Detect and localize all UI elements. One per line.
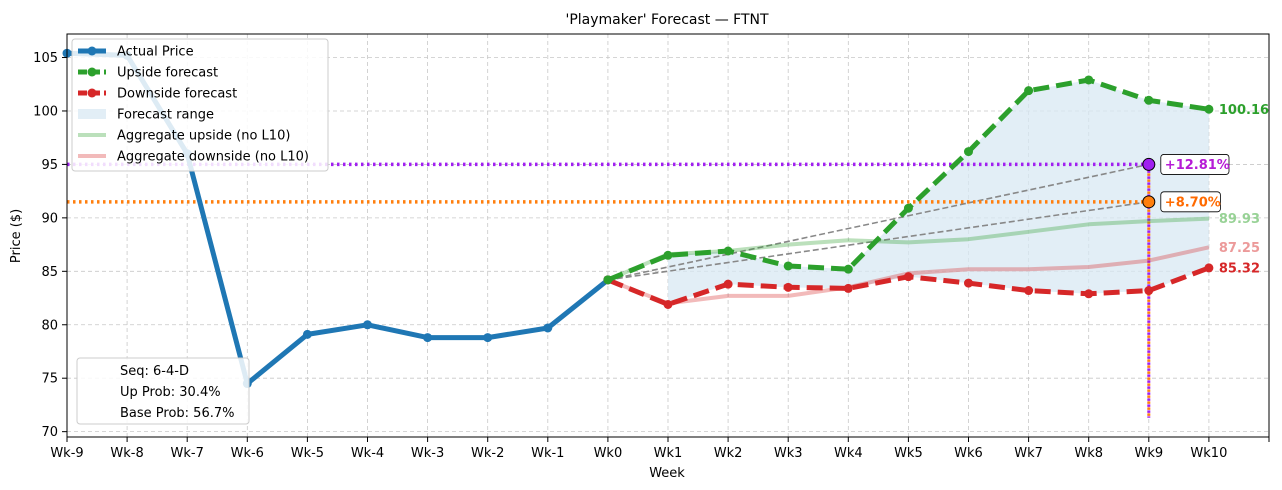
- y-tick-label: 105: [33, 51, 58, 66]
- y-tick-label: 75: [41, 372, 58, 387]
- upside-forecast-point: [783, 261, 793, 271]
- legend-label: Downside forecast: [117, 87, 237, 102]
- x-tick-label: Wk3: [774, 446, 803, 461]
- end-value-label: 87.25: [1219, 241, 1260, 256]
- downside-forecast-point: [903, 272, 913, 282]
- legend-label: Aggregate downside (no L10): [117, 150, 309, 165]
- actual-price-point: [423, 333, 433, 343]
- x-tick-label: Wk6: [954, 446, 983, 461]
- x-tick-label: Wk4: [834, 446, 863, 461]
- legend-box: [71, 38, 329, 172]
- stats-box-frame: [76, 357, 250, 425]
- target-marker: [1142, 195, 1156, 209]
- stats-up-prob: Up Prob: 30.4%: [120, 385, 221, 400]
- downside-forecast-point: [723, 279, 733, 289]
- y-tick-label: 85: [41, 265, 58, 280]
- x-tick-label: Wk-2: [471, 446, 504, 461]
- target-label-box: [1160, 191, 1221, 213]
- trend-line: [607, 163, 1149, 281]
- y-tick-label: 95: [41, 158, 58, 173]
- x-tick-label: Wk-9: [50, 446, 83, 461]
- forecast-range-fill: [668, 79, 1209, 305]
- downside-forecast-point: [663, 299, 673, 309]
- downside-forecast-point: [783, 282, 793, 292]
- stats-seq: Seq: 6-4-D: [120, 364, 189, 379]
- y-tick-label: 100: [33, 104, 58, 119]
- legend-key-marker: [87, 88, 97, 98]
- upside-forecast-point: [1144, 95, 1154, 105]
- x-tick-label: Wk0: [594, 446, 623, 461]
- x-tick-label: Wk-5: [291, 446, 324, 461]
- x-axis-label: Week: [649, 466, 685, 481]
- stats-box: Seq: 6-4-D Up Prob: 30.4% Base Prob: 56.…: [76, 357, 250, 425]
- end-value-label: 89.93: [1219, 212, 1260, 227]
- x-tick-label: Wk-8: [110, 446, 143, 461]
- legend-label: Actual Price: [117, 45, 194, 60]
- legend-label: Upside forecast: [117, 66, 218, 81]
- annotations: +12.81% +8.70% 100.16 89.93 87.25 85.32: [1142, 103, 1269, 276]
- upside-forecast-point: [964, 147, 973, 157]
- upside-forecast-point: [603, 275, 613, 285]
- x-tick-label: Wk5: [894, 446, 923, 461]
- target-label: +8.70%: [1165, 195, 1221, 210]
- x-tick-label: Wk1: [654, 446, 683, 461]
- x-tick-label: Wk2: [714, 446, 743, 461]
- end-value-label: 85.32: [1219, 261, 1260, 276]
- upside-forecast-point: [1204, 104, 1214, 114]
- downside-forecast-point: [843, 283, 853, 293]
- target-marker: [1142, 157, 1156, 171]
- x-tick-label: Wk9: [1134, 446, 1163, 461]
- x-tick-label: Wk10: [1190, 446, 1227, 461]
- y-tick-label: 70: [41, 425, 58, 440]
- target-label: +12.81%: [1165, 158, 1230, 173]
- y-tick-label: 80: [41, 318, 58, 333]
- y-axis: 70 75 80 85 90 95 100 105: [33, 51, 67, 440]
- legend-label: Aggregate upside (no L10): [117, 129, 290, 144]
- legend-key-marker: [87, 67, 97, 77]
- actual-price-point: [302, 329, 312, 339]
- x-tick-label: Wk7: [1014, 446, 1043, 461]
- y-tick-label: 90: [41, 211, 58, 226]
- upside-forecast-point: [903, 203, 913, 213]
- downside-forecast-point: [1024, 286, 1034, 296]
- x-tick-label: Wk-7: [171, 446, 204, 461]
- x-tick-label: Wk-6: [231, 446, 264, 461]
- upside-forecast-point: [843, 264, 853, 274]
- upside-forecast-point: [1084, 75, 1094, 85]
- actual-price-point: [543, 323, 553, 333]
- downside-forecast-point: [964, 278, 973, 288]
- legend-label: Forecast range: [117, 108, 214, 123]
- upside-forecast-point: [663, 250, 673, 260]
- downside-forecast-point: [1144, 286, 1154, 296]
- x-axis: Wk-9 Wk-8 Wk-7 Wk-6 Wk-5 Wk-4 Wk-3 Wk-2 Wk-1 Wk0 W…: [50, 437, 1270, 461]
- legend: Actual Price Upside forecast Downside fore…: [71, 38, 329, 172]
- x-tick-label: Wk8: [1074, 446, 1103, 461]
- legend-key-forecast-range: [78, 109, 106, 119]
- actual-price-point: [483, 333, 493, 343]
- y-axis-label: Price ($): [9, 209, 24, 263]
- end-value-label: 100.16: [1219, 103, 1269, 118]
- chart-title: 'Playmaker' Forecast — FTNT: [565, 12, 769, 28]
- actual-price-point: [363, 320, 372, 330]
- series-lines: [62, 48, 1214, 389]
- stats-base-prob: Base Prob: 56.7%: [120, 406, 234, 421]
- target-label-box: [1160, 154, 1230, 175]
- upside-forecast-point: [1024, 86, 1034, 96]
- forecast-range-area: [668, 79, 1209, 305]
- x-tick-label: Wk-1: [531, 446, 564, 461]
- legend-key-marker: [87, 46, 97, 56]
- downside-forecast-point: [1084, 289, 1094, 299]
- x-tick-label: Wk-4: [351, 446, 384, 461]
- downside-forecast-point: [1204, 263, 1214, 273]
- upside-forecast-point: [723, 246, 733, 256]
- x-tick-label: Wk-3: [411, 446, 444, 461]
